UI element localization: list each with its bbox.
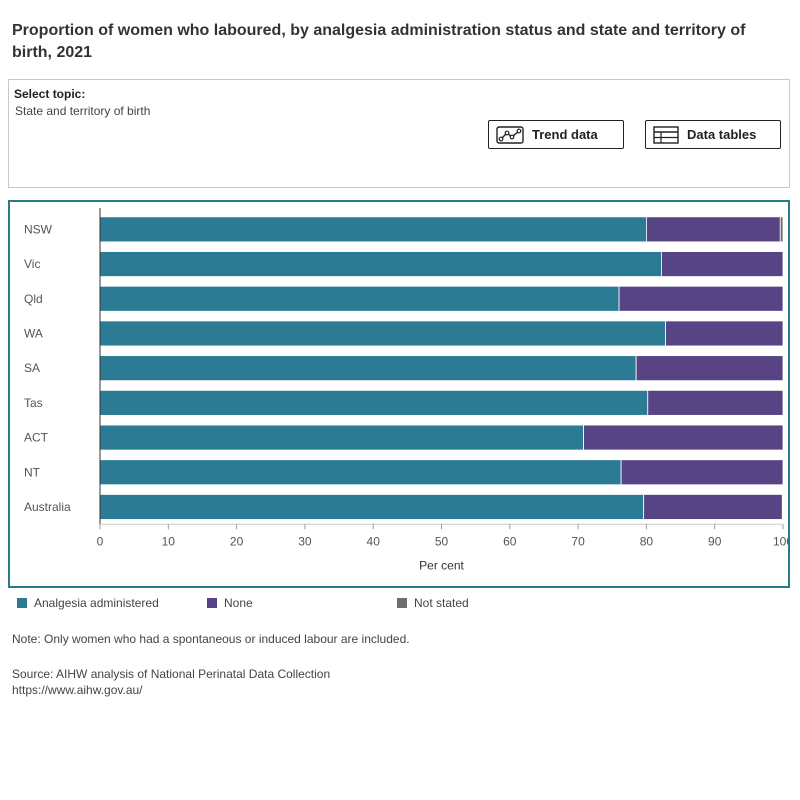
legend-label-not-stated: Not stated — [414, 596, 469, 610]
bar-nsw-none[interactable] — [646, 216, 781, 243]
stacked-bar-chart: NSW Vic Qld WA SA Tas ACT NT Australia 0 10 20 30 40 5… — [24, 208, 793, 572]
category-label-sa: SA — [24, 361, 40, 375]
bar-sa-analgesia-administered[interactable] — [99, 355, 637, 382]
legend-item-analgesia[interactable]: Analgesia administered — [17, 596, 159, 610]
bar-tas-none[interactable] — [647, 389, 784, 416]
bar-australia-none[interactable] — [643, 494, 783, 520]
data-tables-label: Data tables — [687, 127, 757, 142]
trend-data-label: Trend data — [532, 127, 598, 142]
bar-wa-none[interactable] — [665, 320, 784, 347]
chart-title: Proportion of women who laboured, by ana… — [12, 22, 746, 61]
category-label-qld: Qld — [24, 292, 43, 306]
bar-act-analgesia-administered[interactable] — [99, 424, 584, 451]
bar-vic-none[interactable] — [661, 251, 784, 277]
chart-frame: NSW Vic Qld WA SA Tas ACT NT Australia 0 10 20 30 40 5… — [8, 200, 793, 588]
bar-australia-analgesia-administered[interactable] — [99, 494, 645, 520]
legend: Analgesia administered None Not stated — [0, 596, 800, 612]
bar-nsw-not-stated[interactable] — [779, 216, 784, 243]
category-label-nt: NT — [24, 465, 41, 479]
x-tick-label: 100 — [773, 534, 788, 548]
bar-nsw-analgesia-administered[interactable] — [99, 216, 647, 243]
x-tick-label: 90 — [708, 534, 722, 548]
topic-dropdown[interactable]: State and territory of birth — [15, 104, 151, 118]
source: Source: AIHW analysis of National Perina… — [12, 666, 330, 698]
bar-sa-none[interactable] — [635, 355, 784, 382]
table-icon — [653, 125, 679, 144]
x-axis-title: Per cent — [419, 558, 464, 572]
x-tick-label: 0 — [97, 534, 104, 548]
x-tick-label: 10 — [162, 534, 176, 548]
trend-data-button[interactable]: Trend data — [488, 120, 624, 149]
legend-swatch-not-stated — [397, 598, 407, 608]
legend-label-analgesia: Analgesia administered — [34, 596, 159, 610]
line-chart-icon — [496, 125, 524, 144]
x-tick-label: 40 — [367, 534, 381, 548]
x-tick-label: 50 — [435, 534, 449, 548]
bar-vic-analgesia-administered[interactable] — [99, 251, 662, 277]
bar-qld-none[interactable] — [618, 285, 784, 312]
x-tick-label: 80 — [640, 534, 654, 548]
source-text: Source: AIHW analysis of National Perina… — [12, 667, 331, 681]
category-label-vic: Vic — [24, 257, 40, 271]
x-tick-label: 30 — [298, 534, 312, 548]
legend-label-none: None — [224, 596, 253, 610]
x-tick-label: 60 — [503, 534, 517, 548]
bar-qld-analgesia-administered[interactable] — [99, 285, 620, 312]
data-tables-button[interactable]: Data tables — [645, 120, 781, 149]
topic-selector-panel: Select topic: State and territory of bir… — [8, 79, 790, 188]
legend-swatch-none — [207, 598, 217, 608]
bar-tas-analgesia-administered[interactable] — [99, 389, 649, 416]
topic-label: Select topic: — [14, 87, 86, 101]
x-tick-label: 70 — [571, 534, 585, 548]
category-label-act: ACT — [24, 431, 49, 445]
bar-wa-analgesia-administered[interactable] — [99, 320, 666, 347]
bar-act-none[interactable] — [583, 424, 784, 451]
legend-swatch-analgesia — [17, 598, 27, 608]
footnote: Note: Only women who had a spontaneous o… — [12, 632, 410, 646]
source-link[interactable]: https://www.aihw.gov.au/ — [12, 683, 143, 697]
legend-item-not-stated[interactable]: Not stated — [397, 596, 469, 610]
bar-nt-analgesia-administered[interactable] — [99, 459, 622, 486]
x-tick-label: 20 — [230, 534, 244, 548]
category-label-tas: Tas — [24, 396, 43, 410]
category-label-nsw: NSW — [24, 222, 53, 236]
category-label-wa: WA — [24, 326, 43, 340]
bar-australia-not-stated[interactable] — [781, 494, 784, 520]
legend-item-none[interactable]: None — [207, 596, 253, 610]
category-label-australia: Australia — [24, 500, 71, 514]
bar-nt-none[interactable] — [620, 459, 784, 486]
